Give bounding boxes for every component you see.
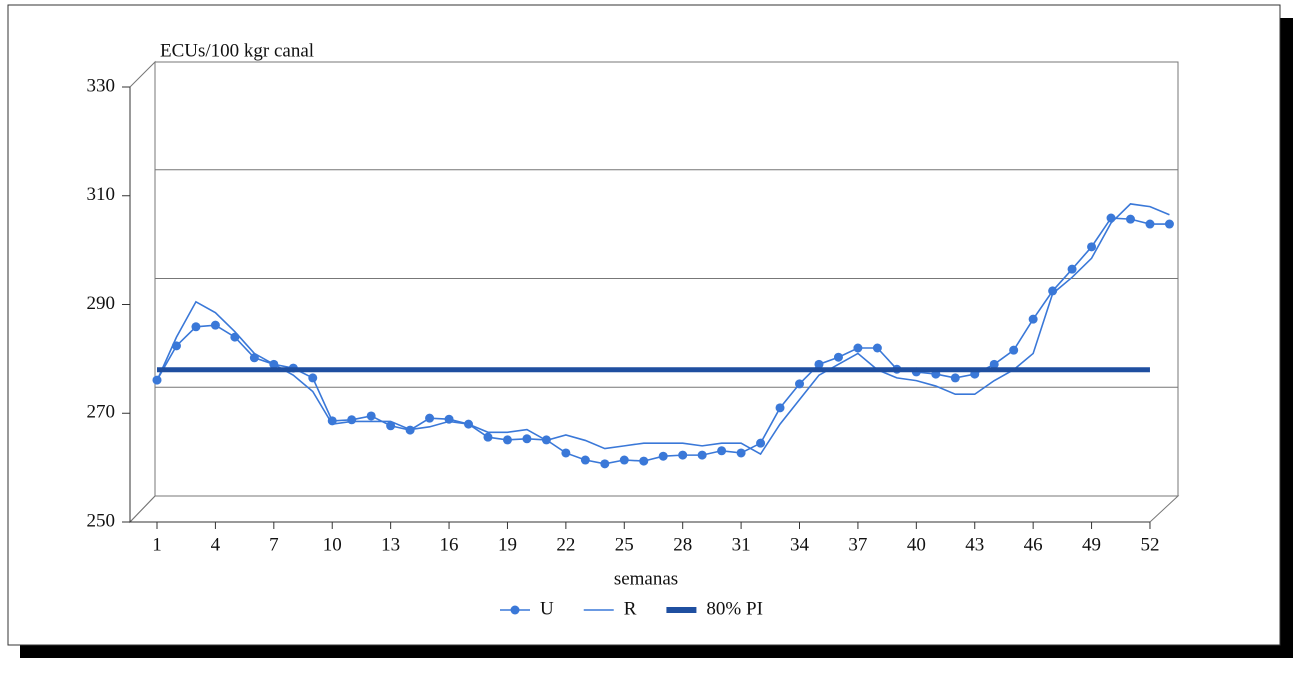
- x-tick-label: 22: [556, 534, 575, 555]
- x-tick-label: 49: [1082, 534, 1101, 555]
- point: [717, 446, 727, 456]
- point: [678, 450, 688, 460]
- x-tick-label: 13: [381, 534, 400, 555]
- x-tick-label: 19: [498, 534, 517, 555]
- x-tick-label: 7: [269, 534, 279, 555]
- point: [308, 373, 318, 383]
- point: [1048, 286, 1058, 296]
- point: [697, 450, 707, 460]
- point: [775, 403, 785, 413]
- point: [658, 451, 668, 461]
- point: [736, 448, 746, 458]
- frame: [7, 4, 1281, 646]
- legend-label: 80% PI: [706, 598, 762, 619]
- series-line: [156, 203, 1170, 456]
- point: [1145, 219, 1155, 229]
- point: [580, 455, 590, 465]
- point: [989, 359, 999, 369]
- x-tick-label: 40: [907, 534, 926, 555]
- point: [1164, 219, 1174, 229]
- x-tick-label: 25: [615, 534, 634, 555]
- point: [386, 421, 396, 431]
- point: [619, 455, 629, 465]
- point: [853, 343, 863, 353]
- point: [1126, 214, 1135, 224]
- point: [522, 434, 532, 444]
- y-tick-label: 250: [87, 510, 116, 531]
- point: [483, 432, 493, 442]
- legend-label: U: [540, 598, 554, 619]
- legend-label: R: [624, 598, 637, 619]
- x-tick-label: 34: [790, 534, 810, 555]
- x-axis-title: semanas: [614, 568, 678, 589]
- x-tick-label: 16: [440, 534, 459, 555]
- point: [833, 352, 843, 362]
- x-tick-label: 31: [732, 534, 751, 555]
- x-tick-label: 4: [211, 534, 221, 555]
- x-tick-label: 28: [673, 534, 692, 555]
- y-axis-title: ECUs/100 kgr canal: [160, 40, 314, 61]
- x-tick-label: 10: [323, 534, 342, 555]
- x-tick-label: 1: [152, 534, 162, 555]
- point: [1106, 213, 1116, 223]
- point: [191, 322, 201, 332]
- point: [1009, 345, 1019, 355]
- x-tick-label: 52: [1140, 534, 1159, 555]
- point: [600, 459, 610, 469]
- point: [1067, 264, 1077, 274]
- point: [756, 438, 766, 448]
- point: [795, 379, 805, 389]
- x-tick-label: 37: [848, 534, 867, 555]
- point: [639, 456, 649, 466]
- y-tick-label: 310: [87, 184, 116, 205]
- point: [814, 359, 824, 369]
- point: [425, 413, 435, 423]
- point: [347, 415, 357, 425]
- point: [950, 373, 960, 383]
- x-tick-label: 43: [965, 534, 984, 555]
- point: [230, 332, 240, 342]
- y-tick-label: 270: [87, 402, 116, 423]
- point: [502, 435, 512, 445]
- legend-symbol: [510, 605, 520, 615]
- point: [872, 343, 882, 353]
- point: [561, 448, 571, 458]
- x-tick-label: 46: [1024, 534, 1043, 555]
- point: [1087, 242, 1097, 252]
- point: [1028, 314, 1038, 324]
- y-tick-label: 330: [87, 75, 116, 96]
- y-tick-label: 290: [87, 293, 116, 314]
- point: [210, 320, 220, 330]
- point: [366, 411, 376, 421]
